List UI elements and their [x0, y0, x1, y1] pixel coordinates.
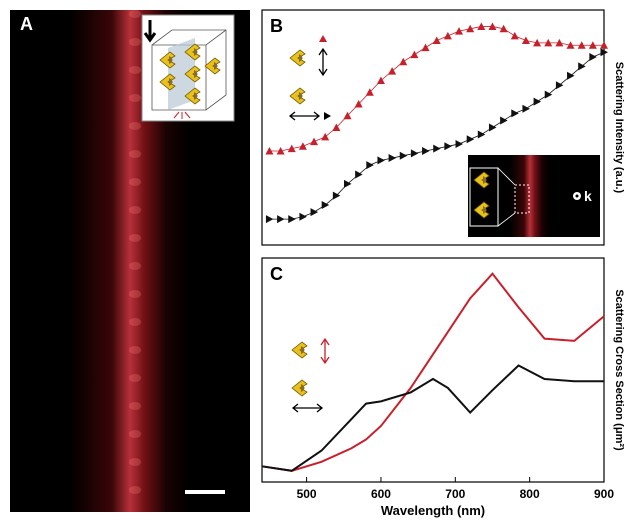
data-point	[410, 51, 418, 59]
data-point	[522, 105, 530, 113]
data-point	[411, 149, 419, 157]
data-point	[277, 215, 285, 223]
panel-label: C	[270, 264, 283, 284]
data-point	[489, 124, 497, 132]
data-point	[366, 161, 374, 169]
plot-frame	[262, 258, 604, 482]
data-point	[511, 109, 518, 117]
panel-label: A	[20, 14, 33, 34]
data-point	[399, 58, 407, 65]
x-tick-label: 700	[445, 487, 465, 501]
series-line	[262, 366, 604, 471]
data-point	[377, 156, 385, 164]
data-point	[433, 37, 441, 45]
data-point	[467, 135, 475, 143]
inset-label: k	[584, 188, 592, 204]
data-point	[433, 145, 441, 153]
panel-a	[10, 10, 250, 512]
data-point	[299, 213, 307, 221]
x-axis-label: Wavelength (nm)	[381, 503, 485, 518]
series-line	[269, 26, 604, 151]
data-point	[534, 98, 542, 106]
x-tick-label: 900	[594, 487, 614, 501]
inset-image-b	[468, 155, 600, 237]
y-axis-label: Scattering Intensity (a.u.)	[613, 62, 625, 194]
data-point	[299, 142, 307, 150]
data-point	[422, 147, 430, 155]
figure: A B C Scattering Intensity (a.u.) k 500 600…	[0, 0, 629, 521]
data-point	[478, 131, 486, 139]
x-tick-label: 600	[371, 487, 391, 501]
data-point	[589, 53, 597, 61]
panel-label: B	[270, 16, 283, 36]
data-point	[444, 142, 452, 150]
data-point	[511, 32, 519, 39]
data-point	[288, 215, 296, 223]
data-point	[444, 32, 452, 39]
data-point	[310, 138, 318, 146]
data-point	[422, 44, 430, 52]
data-point	[311, 208, 319, 216]
legend-icons-b	[290, 35, 331, 120]
x-tick-label: 500	[297, 487, 317, 501]
data-point	[456, 140, 464, 148]
data-point	[389, 154, 397, 162]
particle-spots	[115, 10, 145, 512]
x-tick-label: 800	[520, 487, 540, 501]
inset-diagram	[142, 15, 234, 121]
data-point	[500, 116, 508, 124]
y-axis-label: Scattering Cross Section (μm²)	[613, 289, 625, 451]
data-point	[266, 215, 274, 223]
series-line	[262, 274, 604, 471]
scale-bar	[185, 490, 225, 494]
legend-icons-c	[292, 339, 329, 412]
data-point	[400, 152, 408, 160]
data-point	[522, 37, 530, 45]
